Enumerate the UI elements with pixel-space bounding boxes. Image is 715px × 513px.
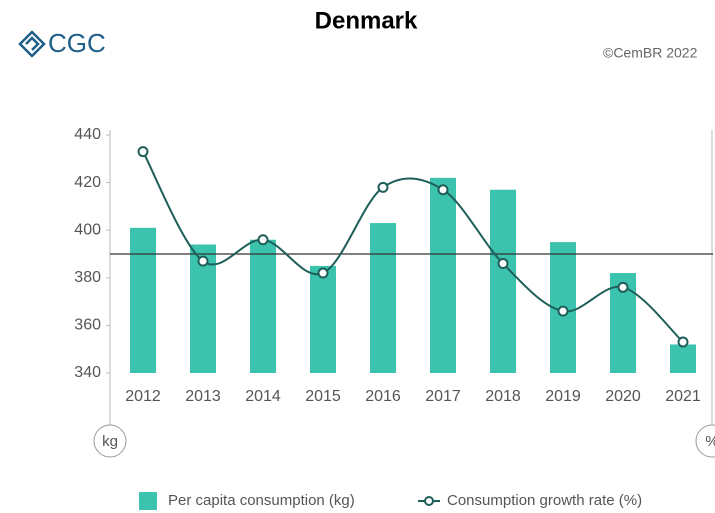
line-point (617, 281, 629, 293)
x-tick-label: 2017 (425, 388, 461, 405)
x-tick-label: 2012 (125, 388, 161, 405)
y-axis-label: kg (102, 433, 118, 450)
legend-item: Consumption growth rate (%) (418, 492, 642, 509)
line-point (317, 267, 329, 279)
line-point (677, 336, 689, 348)
y-tick-label: 360 (74, 317, 101, 334)
bar (670, 344, 696, 373)
legend-swatch-point (424, 496, 434, 506)
y-tick-label: 340 (74, 364, 101, 381)
line-point (557, 305, 569, 317)
line-point (257, 234, 269, 246)
y2-label-circle (695, 424, 715, 458)
line-point (497, 258, 509, 270)
x-tick-label: 2021 (665, 388, 701, 405)
line (142, 151, 684, 343)
x-tick-label: 2013 (185, 388, 221, 405)
y-label-circle (93, 424, 127, 458)
y-tick-label: 420 (74, 174, 101, 191)
bar (490, 189, 516, 373)
line-point (437, 184, 449, 196)
logo-icon (18, 30, 46, 58)
bar (310, 265, 336, 373)
line-point (377, 181, 389, 193)
y-tick-label: 440 (74, 126, 101, 143)
legend-item: Per capita consumption (kg) (139, 492, 355, 510)
x-tick-label: 2016 (365, 388, 401, 405)
x-tick-label: 2015 (305, 388, 341, 405)
x-tick-label: 2019 (545, 388, 581, 405)
bar (430, 177, 456, 373)
line-point (137, 146, 149, 158)
y2-axis-label: % (705, 433, 715, 450)
chart-title: Denmark (315, 7, 418, 34)
bar (130, 227, 156, 373)
bar (250, 239, 276, 373)
logo: CGC (18, 28, 106, 58)
x-tick-label: 2018 (485, 388, 521, 405)
legend-label: Consumption growth rate (%) (447, 492, 642, 509)
copyright: ©CemBR 2022 (603, 45, 698, 61)
line-point (197, 255, 209, 267)
legend-swatch (139, 492, 157, 510)
y-tick-label: 380 (74, 269, 101, 286)
x-tick-label: 2014 (245, 388, 281, 405)
legend-label: Per capita consumption (kg) (168, 492, 355, 509)
logo-text: CGC (48, 28, 106, 58)
y-tick-label: 400 (74, 221, 101, 238)
x-tick-label: 2020 (605, 388, 641, 405)
bar (370, 223, 396, 373)
